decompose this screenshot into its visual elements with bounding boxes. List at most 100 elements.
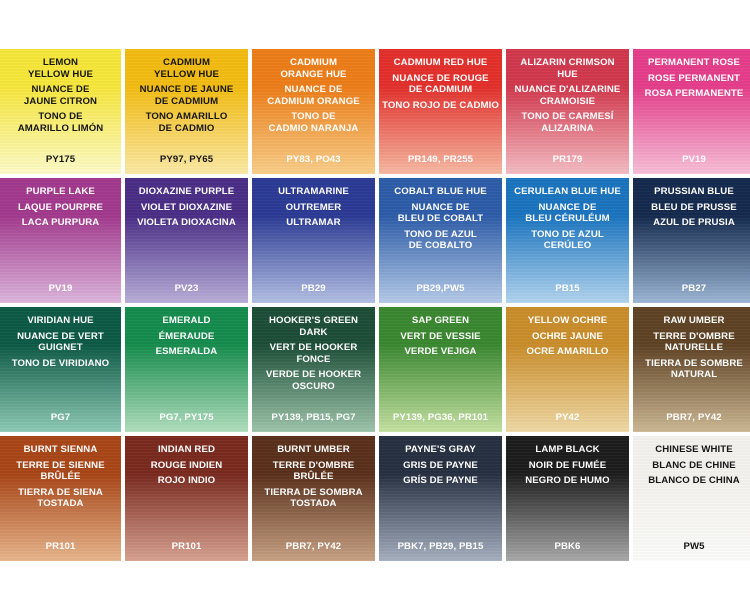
french-name: ROUGE INDIEN: [150, 459, 223, 471]
spanish-name: TONO DE CARMESÍ ALIZARINA: [521, 111, 614, 134]
swatch-yellow-ochre: YELLOW OCHRE OCHRE JAUNE OCRE AMARILLO PY42: [506, 307, 629, 432]
color-name: PERMANENT ROSE: [647, 57, 741, 68]
pigment-code: PV23: [174, 283, 199, 294]
swatch-prussian-blue: PRUSSIAN BLUE BLEU DE PRUSSE AZUL DE PRUSI…: [633, 178, 750, 303]
spanish-name: TIERRA DE SOMBRE NATURAL: [645, 357, 743, 381]
pigment-code: PBr7, PY42: [666, 412, 722, 423]
color-name: COBALT BLUE HUE: [394, 186, 487, 197]
pigment-code: PV19: [682, 154, 706, 165]
french-name: NUANCE DE ROUGE DE CADMIUM: [392, 72, 489, 96]
swatch-cerulean-blue-hue: CERULEAN BLUE HUE NUANCE DE BLEU CÉRULÉUM T…: [506, 178, 629, 303]
pigment-code: PV19: [48, 283, 73, 294]
pigment-code: PY42: [555, 412, 580, 423]
spanish-name: ROJO INDIO: [157, 475, 216, 486]
spanish-name: TONO ROJO DE CADMIO: [382, 99, 499, 111]
pigment-code: PB29: [301, 283, 326, 294]
swatch-ultramarine: ULTRAMARINE OUTREMER ULTRAMAR PB29: [252, 178, 375, 303]
spanish-name: LACA PURPURA: [21, 217, 100, 228]
swatch-viridian-hue: VIRIDIAN HUE NUANCE DE VERT GUIGNET TONO DE…: [0, 307, 121, 432]
swatch-dioxazine-purple: DIOXAZINE PURPLE VIOLET DIOXAZINE VIOLETA …: [125, 178, 248, 303]
french-name: NUANCE DE BLEU DE COBALT: [397, 201, 484, 225]
french-name: LAQUE POURPRE: [18, 201, 103, 213]
french-name: ÉMERAUDE: [158, 330, 215, 342]
color-name: CADMIUM YELLOW HUE: [154, 57, 219, 80]
swatch-chinese-white: CHINESE WHITE BLANC DE CHINE BLANCO DE CHI…: [633, 436, 750, 561]
pigment-code: PB29,PW5: [416, 283, 465, 294]
french-name: GRIS DE PAYNE: [403, 459, 478, 471]
spanish-name: TONO DE AZUL CERÚLEO: [531, 228, 604, 252]
french-name: NUANCE DE JAUNE DE CADMIUM: [139, 84, 234, 107]
swatch-lamp-black: LAMP BLACK NOIR DE FUMÉE NEGRO DE HUMO PBk6: [506, 436, 629, 561]
spanish-name: VERDE DE HOOKER OSCURO: [265, 369, 362, 392]
pigment-code: PBk7, PB29, PB15: [397, 541, 484, 552]
spanish-name: TONO DE VIRIDIANO: [11, 357, 110, 369]
spanish-name: VIOLETA DIOXACINA: [137, 217, 236, 228]
spanish-name: TONO DE AZUL DE COBALTO: [404, 228, 477, 252]
swatch-purple-lake: PURPLE LAKE LAQUE POURPRE LACA PURPURA PV19: [0, 178, 121, 303]
spanish-name: AZUL DE PRUSIA: [653, 217, 735, 228]
spanish-name: TONO DE AMARILLO LIMÓN: [17, 111, 104, 134]
color-name: EMERALD: [162, 315, 211, 326]
pigment-code: PB27: [681, 283, 707, 294]
spanish-name: TIERRA DE SIENA TOSTADA: [18, 486, 103, 510]
color-name: DIOXAZINE PURPLE: [138, 186, 235, 197]
pigment-code: PB15: [555, 283, 580, 294]
spanish-name: ESMERALDA: [155, 346, 218, 357]
swatch-alizarin-crimson-hue: ALIZARIN CRIMSON HUE NUANCE D'ALIZARINE CR…: [506, 49, 629, 174]
swatch-sap-green: SAP GREEN VERT DE VESSIE VERDE VEJIGA PY139…: [379, 307, 502, 432]
pigment-code: PY97, PY65: [159, 154, 214, 165]
spanish-name: OCRE AMARILLO: [526, 346, 609, 357]
color-name: PAYNE'S GRAY: [405, 444, 476, 455]
swatch-payne-s-gray: PAYNE'S GRAY GRIS DE PAYNE GRÍS DE PAYNE PB…: [379, 436, 502, 561]
french-name: OCHRE JAUNE: [532, 330, 603, 342]
swatch-cadmium-yellow-hue: CADMIUM YELLOW HUE NUANCE DE JAUNE DE CADMI…: [125, 49, 248, 174]
color-name: CADMIUM RED HUE: [393, 57, 488, 68]
spanish-name: GRÍS DE PAYNE: [403, 475, 478, 486]
pigment-code: PBr7, PY42: [285, 541, 342, 552]
color-name: YELLOW OCHRE: [527, 315, 608, 326]
spanish-name: VERDE VEJIGA: [404, 346, 477, 357]
french-name: ROSE PERMANENT: [647, 72, 741, 84]
spanish-name: BLANCO DE CHINA: [648, 475, 740, 486]
pigment-code: PG7: [50, 412, 71, 423]
swatch-permanent-rose: PERMANENT ROSE ROSE PERMANENT ROSA PERMANE…: [633, 49, 750, 174]
spanish-name: TONO AMARILLO DE CADMIO: [145, 111, 228, 134]
french-name: VERT DE VESSIE: [400, 330, 481, 342]
french-name: TERRE D'OMBRE BRÛLÉE: [272, 459, 355, 483]
pigment-code: PY83, PO43: [286, 154, 341, 165]
pigment-code: PY139, PG36, PR101: [392, 412, 489, 423]
french-name: VIOLET DIOXAZINE: [140, 201, 233, 213]
color-name: PRUSSIAN BLUE: [654, 186, 734, 197]
swatch-indian-red: INDIAN RED ROUGE INDIEN ROJO INDIO PR101: [125, 436, 248, 561]
color-name: HOOKER'S GREEN DARK: [269, 315, 358, 338]
pigment-code: PY139, PB15, PG7: [271, 412, 356, 423]
pigment-code: PY175: [45, 154, 76, 165]
color-name: CADMIUM ORANGE HUE: [280, 57, 347, 80]
spanish-name: ULTRAMAR: [286, 217, 341, 228]
pigment-code: PBk6: [554, 541, 581, 552]
swatch-cadmium-red-hue: CADMIUM RED HUE NUANCE DE ROUGE DE CADMIUM…: [379, 49, 502, 174]
color-name: INDIAN RED: [158, 444, 215, 455]
color-name: CERULEAN BLUE HUE: [514, 186, 621, 197]
color-name: PURPLE LAKE: [26, 186, 95, 197]
spanish-name: ROSA PERMANENTE: [644, 88, 744, 99]
french-name: VERT DE HOOKER FONCE: [269, 342, 358, 365]
color-name: LEMON YELLOW HUE: [28, 57, 93, 80]
spanish-name: TIERRA DE SOMBRA TOSTADA: [264, 486, 363, 510]
color-name: BURNT SIENNA: [23, 444, 98, 455]
swatch-hooker-s-green-dark: HOOKER'S GREEN DARK VERT DE HOOKER FONCE VER…: [252, 307, 375, 432]
pigment-code: PR149, PR255: [407, 154, 474, 165]
color-name: CHINESE WHITE: [655, 444, 733, 455]
spanish-name: TONO DE CADMIO NARANJA: [268, 111, 359, 134]
color-name: SAP GREEN: [411, 315, 470, 326]
color-name: ULTRAMARINE: [278, 186, 349, 197]
color-name: ALIZARIN CRIMSON HUE: [520, 57, 615, 80]
french-name: TERRE DE SIENNE BRÛLÉE: [16, 459, 105, 483]
french-name: OUTREMER: [285, 201, 342, 213]
color-name: RAW UMBER: [663, 315, 725, 326]
swatch-raw-umber: RAW UMBER TERRE D'OMBRE NATURELLE TIERRA DE…: [633, 307, 750, 432]
pigment-code: PR101: [45, 541, 76, 552]
pigment-code: PW5: [683, 541, 705, 552]
pigment-code: PR179: [552, 154, 583, 165]
french-name: NUANCE DE VERT GUIGNET: [17, 330, 104, 354]
